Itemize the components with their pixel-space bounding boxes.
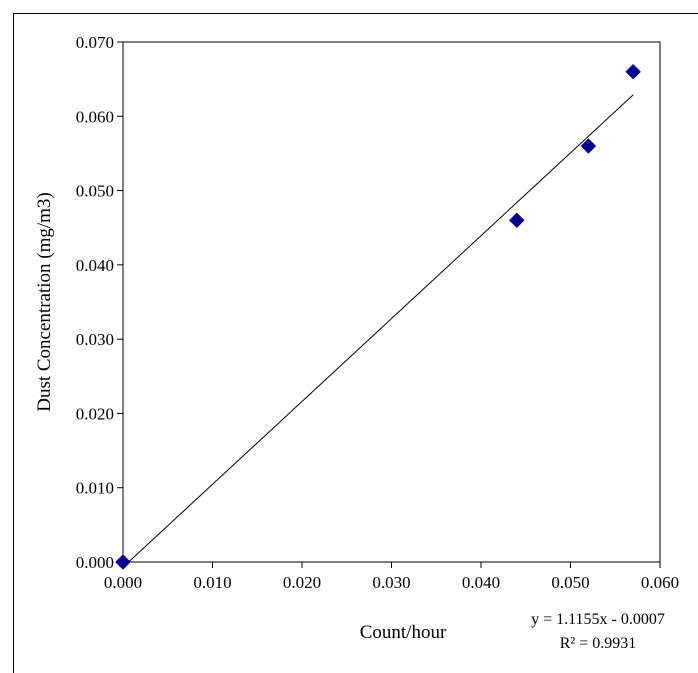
trendline-equation: y = 1.1155x - 0.0007 [531, 611, 665, 628]
plot-area [122, 41, 661, 563]
y-tick-label: 0.020 [76, 404, 114, 423]
trendline [128, 94, 634, 563]
trendline-r-squared: R² = 0.9931 [560, 635, 637, 652]
data-point [580, 138, 597, 154]
y-tick-label: 0.070 [76, 33, 114, 52]
x-tick-label: 0.060 [641, 573, 679, 592]
x-tick-label: 0.040 [462, 573, 500, 592]
y-tick-label: 0.000 [76, 553, 114, 572]
y-tick-label: 0.060 [76, 107, 114, 126]
y-tick-label: 0.010 [76, 479, 114, 498]
x-tick-label: 0.000 [104, 573, 142, 592]
data-point [625, 64, 641, 80]
x-axis: 0.000 0.010 0.020 0.030 0.040 0.050 0.060 [104, 562, 679, 592]
x-axis-title: Count/hour [360, 622, 447, 643]
y-axis: 0.000 0.010 0.020 0.030 0.040 0.050 0.060 0.070 [76, 33, 123, 572]
data-point [115, 554, 131, 570]
x-tick-label: 0.010 [193, 573, 231, 592]
chart-frame [13, 13, 698, 673]
y-tick-label: 0.030 [76, 330, 114, 349]
data-point [509, 212, 525, 228]
y-axis-title: Dust Concentration (mg/m3) [34, 192, 55, 412]
x-tick-label: 0.050 [551, 573, 589, 592]
y-tick-label: 0.050 [76, 182, 114, 201]
data-points [115, 64, 641, 570]
x-tick-label: 0.020 [283, 573, 321, 592]
x-tick-label: 0.030 [372, 573, 410, 592]
y-tick-label: 0.040 [76, 256, 114, 275]
